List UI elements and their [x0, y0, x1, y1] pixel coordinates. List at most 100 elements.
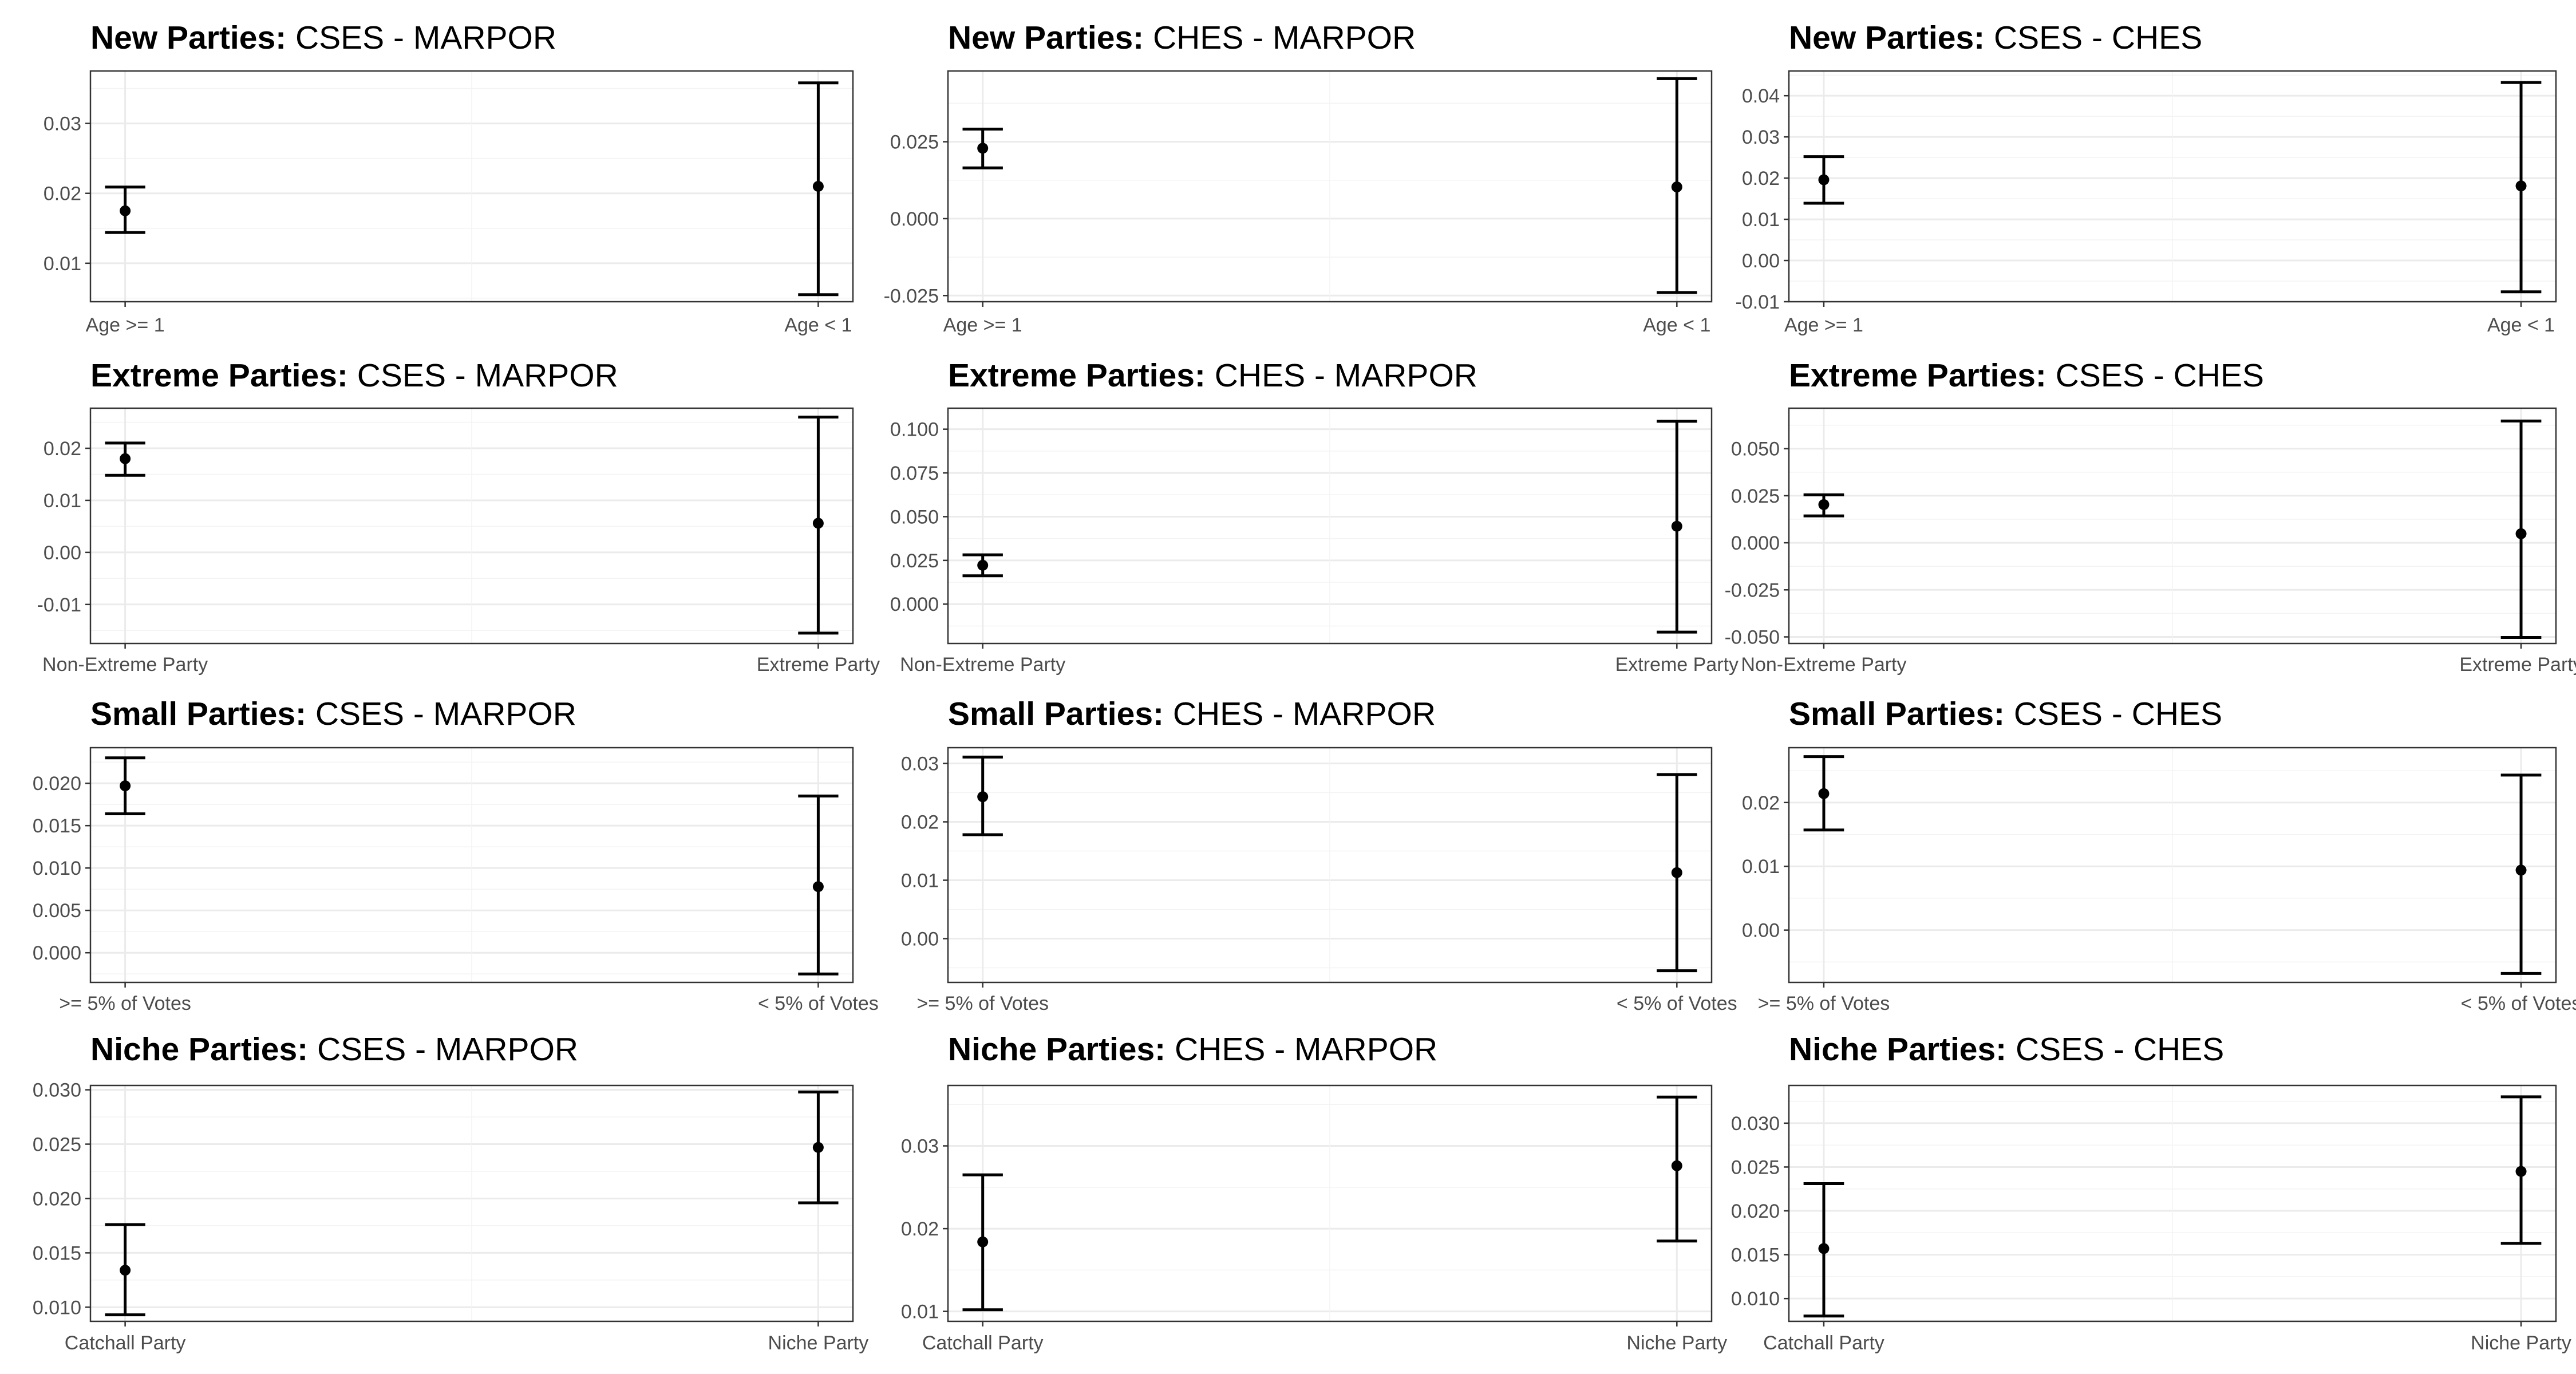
panel-title-rest: CHES - MARPOR [1206, 357, 1477, 394]
x-category-label: Age < 1 [1643, 314, 1710, 336]
panel-title: Small Parties: CSES - MARPOR [90, 696, 576, 732]
y-tick-label: 0.050 [1731, 439, 1780, 460]
panel-border [947, 747, 1713, 984]
estimate-point [1818, 1243, 1830, 1254]
y-tick-label: 0.020 [1731, 1201, 1780, 1222]
panel-border [947, 1084, 1713, 1322]
y-tick-label: 0.010 [1731, 1288, 1780, 1310]
y-tick-label: 0.03 [901, 1136, 939, 1158]
panel-title-rest: CHES - MARPOR [1164, 696, 1436, 732]
y-tick-label: -0.01 [1736, 291, 1780, 313]
panel-title: Extreme Parties: CHES - MARPOR [948, 357, 1477, 394]
x-category-label: >= 5% of Votes [1758, 993, 1890, 1014]
y-tick-label: 0.000 [890, 594, 939, 615]
y-tick-label: 0.00 [1742, 250, 1780, 272]
x-category-label: Extreme Party [2459, 654, 2576, 676]
y-tick-label: 0.075 [890, 463, 939, 484]
x-category-label: < 5% of Votes [758, 993, 879, 1014]
estimate-point [120, 780, 131, 792]
y-tick-label: 0.04 [1742, 85, 1780, 107]
y-tick-label: 0.015 [1731, 1245, 1780, 1266]
x-category-label: Age >= 1 [86, 314, 165, 336]
y-tick-label: 0.00 [1742, 920, 1780, 942]
panel-border [1788, 1084, 2557, 1322]
estimate-point [1671, 867, 1682, 878]
panel-title: Extreme Parties: CSES - MARPOR [90, 357, 618, 394]
estimate-point [1818, 788, 1830, 799]
error-bar [2500, 1095, 2542, 1245]
panel-7: Small Parties: CSES - MARPOR 0.000 0.005 0.… [33, 696, 879, 1014]
y-tick-label: 0.025 [890, 550, 939, 572]
y-tick-label: 0.01 [1742, 856, 1780, 878]
error-bar [1803, 1182, 1844, 1318]
panel-6: Extreme Parties: CSES - CHES -0.050 -0.025… [1725, 357, 2576, 676]
estimate-point [1671, 181, 1682, 193]
panel-title-bold: New Parties: [1789, 19, 1985, 56]
x-category-label: Extreme Party [757, 654, 880, 676]
panel-1: New Parties: CSES - MARPOR 0.01 0.02 0.03 Ag… [44, 19, 854, 336]
y-tick-label: 0.030 [33, 1080, 81, 1101]
y-tick-label: 0.03 [44, 113, 81, 135]
panel-border [947, 407, 1713, 645]
panel-title: New Parties: CSES - MARPOR [90, 19, 556, 56]
panel-10: Niche Parties: CSES - MARPOR 0.010 0.015 0.… [33, 1031, 868, 1354]
panel-title-bold: New Parties: [948, 19, 1144, 56]
error-bar [105, 1223, 145, 1317]
estimate-point [977, 791, 989, 803]
error-bar [798, 415, 839, 635]
y-tick-label: 0.01 [901, 870, 939, 892]
panel-border [89, 747, 854, 984]
error-bar [105, 441, 145, 477]
x-category-label: >= 5% of Votes [916, 993, 1049, 1014]
y-tick-label: 0.100 [890, 419, 939, 441]
y-tick-label: 0.015 [33, 815, 81, 837]
y-tick-label: 0.000 [33, 942, 81, 964]
estimate-point [977, 559, 989, 571]
panel-title-bold: Extreme Parties: [948, 357, 1206, 394]
y-tick-label: 0.02 [1742, 792, 1780, 814]
error-bar [962, 128, 1003, 169]
y-tick-label: 0.03 [1742, 127, 1780, 148]
y-tick-label: 0.025 [890, 132, 939, 153]
y-tick-label: 0.025 [33, 1134, 81, 1156]
panel-border [89, 1084, 854, 1322]
estimate-point [120, 1265, 131, 1276]
estimate-point [977, 143, 989, 154]
error-bar [2500, 773, 2542, 975]
panel-title-rest: CHES - MARPOR [1144, 19, 1416, 56]
error-bar [2500, 419, 2542, 639]
y-tick-label: 0.01 [1742, 209, 1780, 231]
x-category-label: Niche Party [1626, 1332, 1727, 1354]
error-bar [1803, 493, 1844, 518]
estimate-point [977, 1236, 989, 1247]
y-tick-label: 0.000 [1731, 532, 1780, 554]
panel-border [89, 407, 854, 645]
y-tick-label: 0.00 [901, 929, 939, 950]
y-tick-label: -0.025 [884, 285, 939, 307]
panel-title-bold: New Parties: [90, 19, 286, 56]
error-bar [1803, 755, 1844, 832]
y-tick-label: 0.02 [901, 812, 939, 834]
panel-title: Niche Parties: CHES - MARPOR [948, 1031, 1437, 1068]
error-bar [798, 1090, 839, 1205]
y-tick-label: 0.010 [33, 858, 81, 879]
panel-title-rest: CSES - CHES [2005, 696, 2222, 732]
panel-title-bold: Extreme Parties: [1789, 357, 2046, 394]
error-bar [1803, 155, 1844, 205]
error-bar [105, 185, 145, 234]
y-tick-label: 0.00 [44, 542, 81, 564]
estimate-point [812, 1142, 824, 1153]
panel-title-rest: CSES - MARPOR [286, 19, 556, 56]
estimate-point [812, 518, 824, 529]
y-tick-label: 0.015 [33, 1242, 81, 1264]
panel-border [1788, 70, 2557, 303]
y-tick-label: -0.050 [1725, 626, 1780, 648]
estimate-point [2515, 180, 2527, 192]
x-category-label: Catchall Party [1763, 1332, 1884, 1354]
panel-title-rest: CSES - CHES [1985, 19, 2202, 56]
estimate-point [1818, 174, 1830, 185]
estimate-point [1671, 1160, 1682, 1171]
y-tick-label: 0.025 [1731, 485, 1780, 507]
panel-title-rest: CHES - MARPOR [1165, 1031, 1437, 1068]
y-tick-label: -0.01 [37, 594, 82, 616]
